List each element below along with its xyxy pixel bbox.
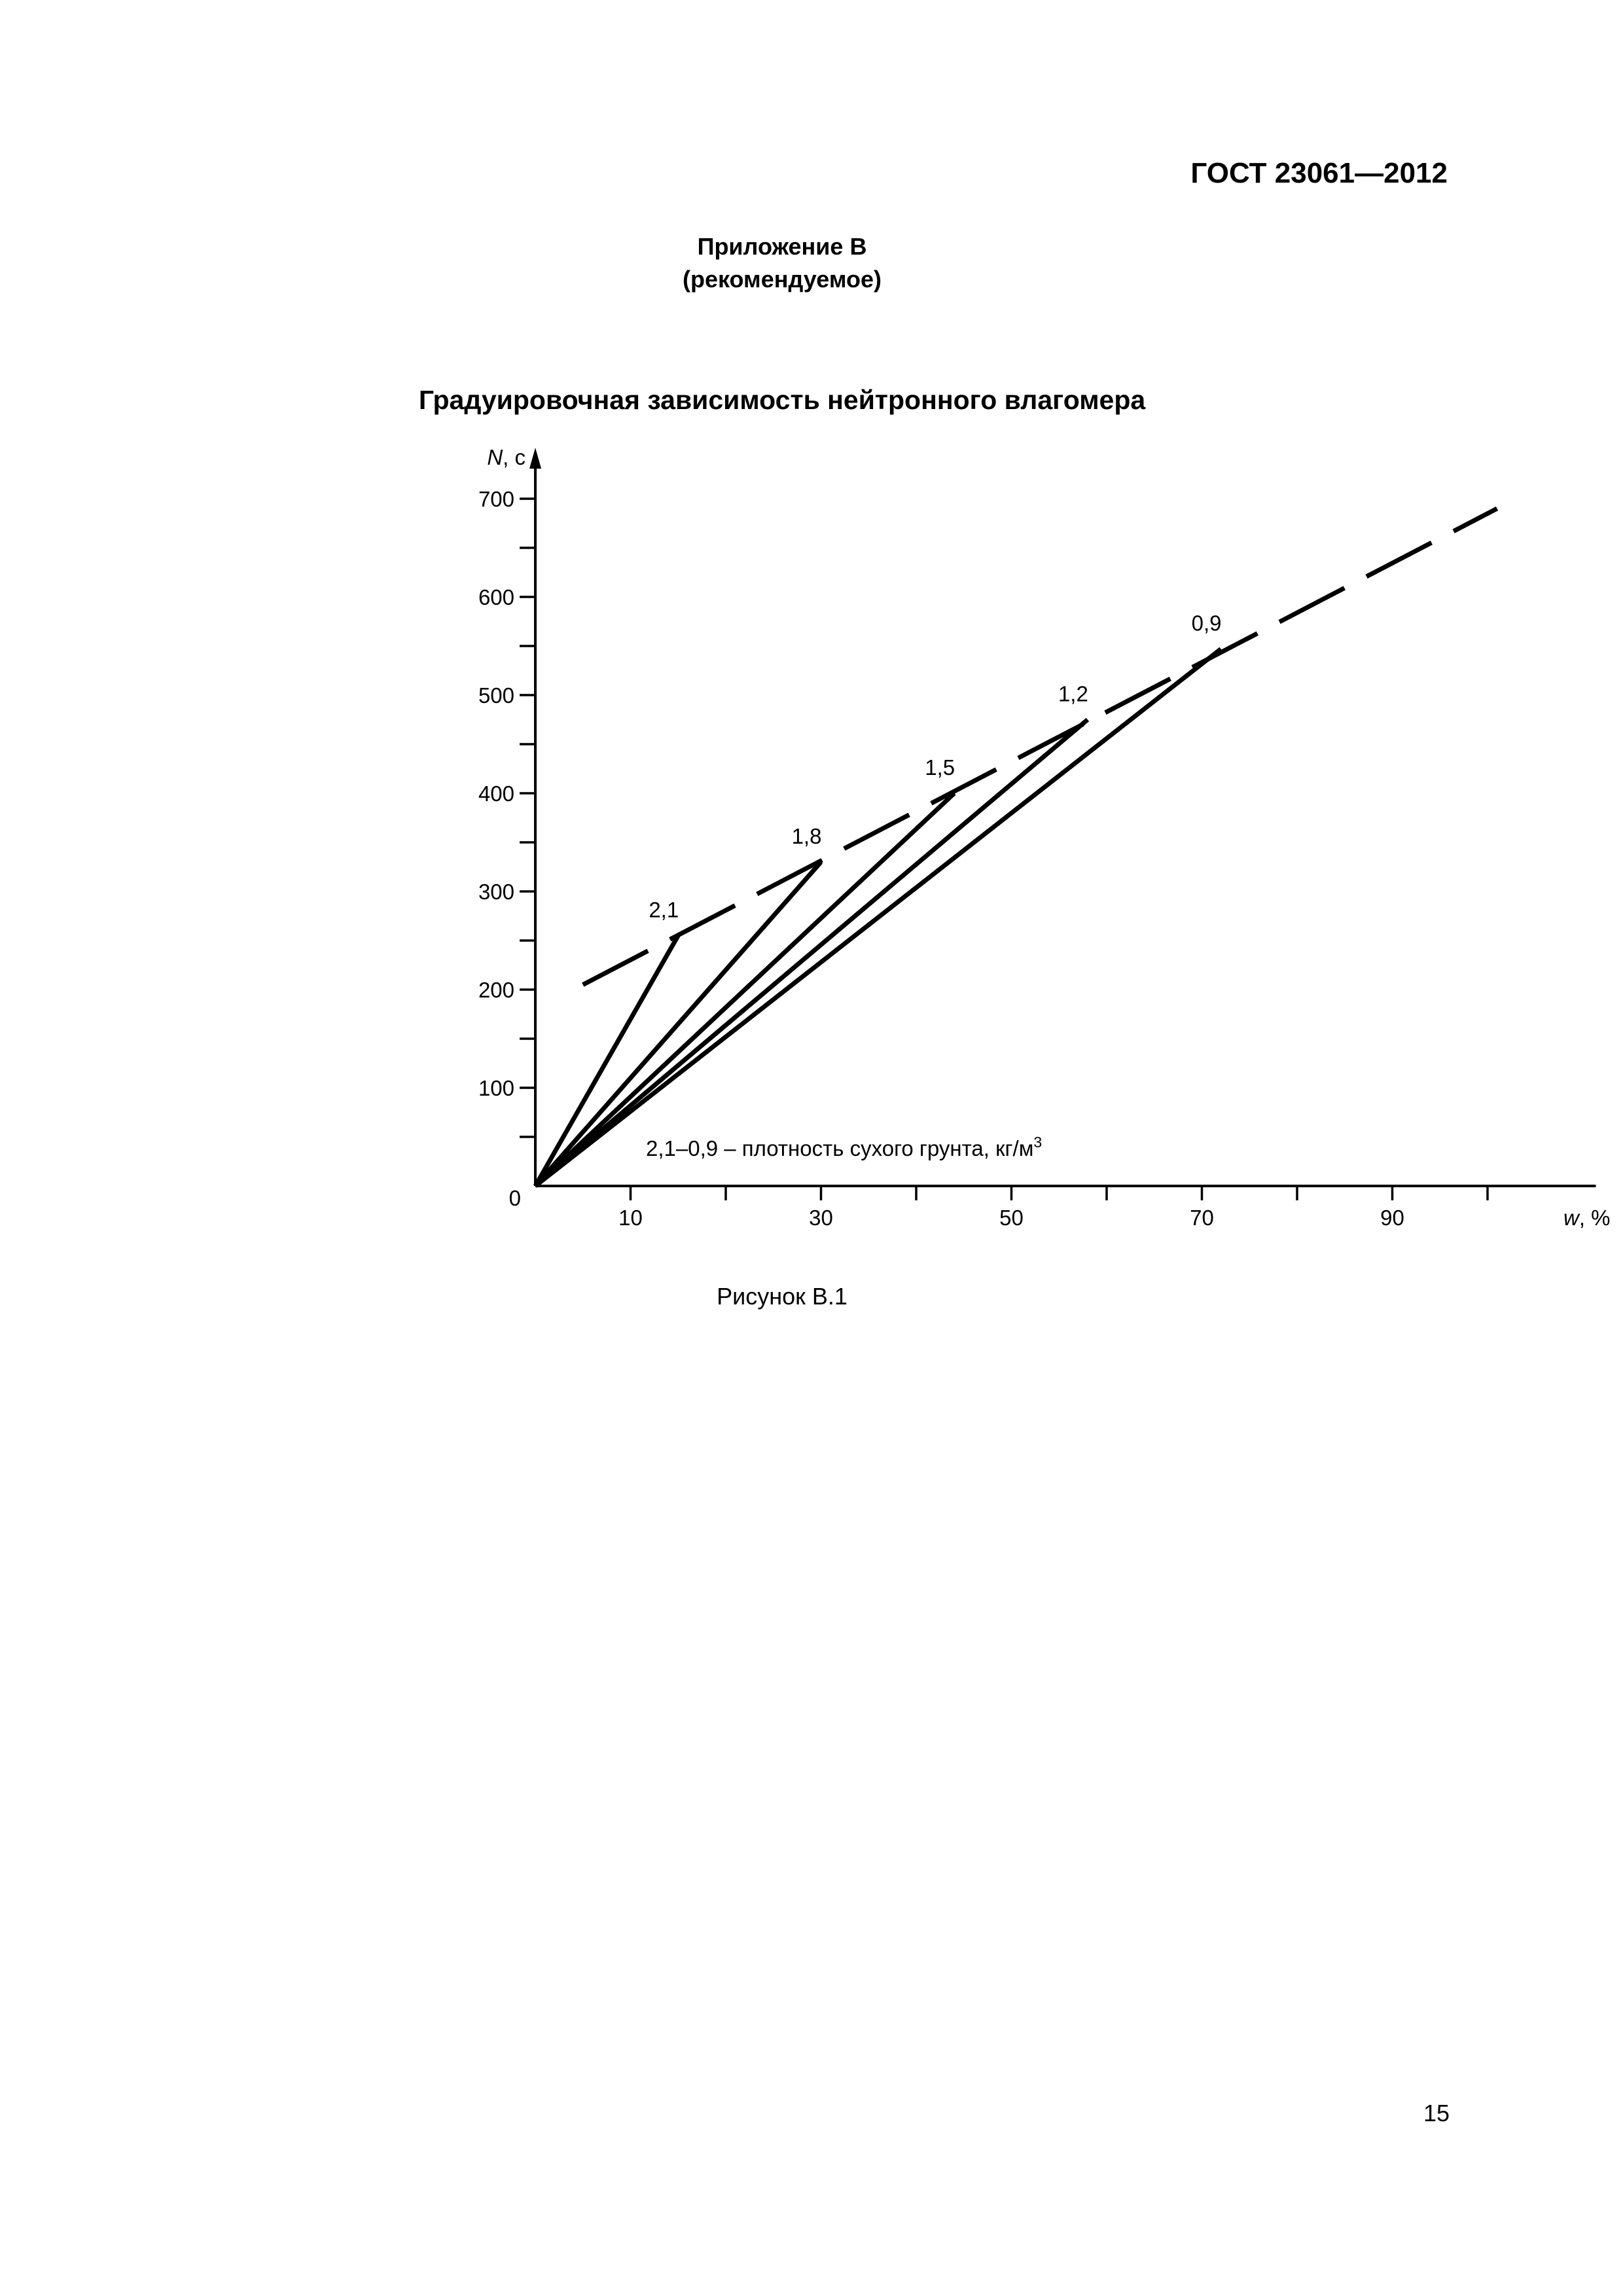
- appendix-heading: Приложение В (рекомендуемое): [0, 230, 1564, 296]
- y-tick-label: 700: [478, 487, 514, 511]
- appendix-subtitle: (рекомендуемое): [683, 266, 882, 293]
- series-line-2: [533, 860, 823, 1188]
- page-number: 15: [1423, 2100, 1450, 2126]
- x-axis-label: w, %: [1563, 1206, 1611, 1230]
- appendix-title: Приложение В: [697, 233, 867, 260]
- y-tick-label: 300: [478, 880, 514, 904]
- x-tick-label: 90: [1380, 1206, 1404, 1230]
- series-line-3: [533, 791, 956, 1188]
- y-tick-label: 400: [478, 781, 514, 806]
- series-label-5: 0,9: [1192, 611, 1222, 636]
- chart-title: Градуировочная зависимость нейтронного в…: [418, 385, 1146, 415]
- y-tick-label: 600: [478, 585, 514, 609]
- series-label-4: 1,2: [1058, 682, 1088, 706]
- chart-annotation: 2,1–0,9 – плотность сухого грунта, кг/м3: [646, 1134, 1042, 1160]
- series-labels: 2,1 1,8 1,5 1,2 0,9: [649, 611, 1221, 922]
- series-label-2: 1,8: [792, 824, 822, 848]
- standard-code: ГОСТ 23061—2012: [1190, 157, 1448, 189]
- series-line-4: [533, 717, 1090, 1188]
- series-line-5: [533, 647, 1222, 1188]
- axes: 100 200 300 400 500 600 700 10 30 50 70 90 0 N, с w, %: [478, 445, 1611, 1230]
- x-tick-label: 10: [618, 1206, 643, 1230]
- figure-caption: Рисунок В.1: [717, 1283, 847, 1310]
- x-tick-label: 50: [999, 1206, 1024, 1230]
- y-tick-label: 200: [478, 978, 514, 1002]
- y-axis-label: N, с: [487, 445, 526, 469]
- y-tick-label: 500: [478, 683, 514, 708]
- y-tick-label: 100: [478, 1076, 514, 1100]
- y-axis-arrow: [529, 448, 541, 469]
- origin-label: 0: [509, 1186, 521, 1210]
- series-label-3: 1,5: [925, 755, 955, 780]
- envelope-line: [582, 506, 1499, 987]
- envelope-dashed-line: [582, 506, 1499, 987]
- x-tick-label: 30: [809, 1206, 833, 1230]
- x-tick-label: 70: [1190, 1206, 1214, 1230]
- series-line-1: [533, 934, 681, 1187]
- series-group: [533, 647, 1222, 1188]
- series-label-1: 2,1: [649, 898, 679, 922]
